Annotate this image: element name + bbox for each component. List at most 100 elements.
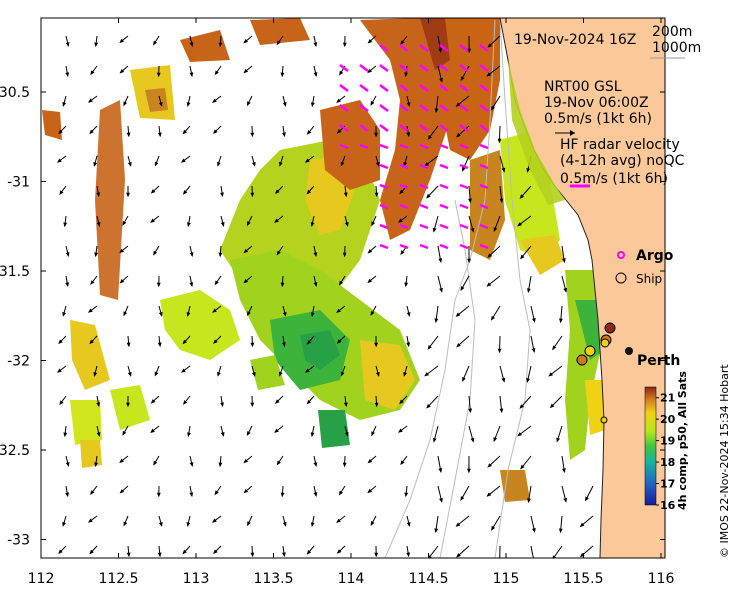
model-arrowhead bbox=[123, 521, 128, 527]
model-arrowhead bbox=[119, 489, 125, 494]
model-arrowhead bbox=[460, 496, 465, 501]
model-arrowhead bbox=[462, 376, 466, 382]
model-arrowhead bbox=[403, 161, 408, 167]
model-arrowhead bbox=[62, 521, 66, 527]
model-arrowhead bbox=[310, 432, 315, 438]
model-arrowhead bbox=[338, 490, 343, 496]
colorbar-ticks: 21 20 19 18 17 16 bbox=[656, 392, 676, 512]
radar-arrow bbox=[419, 124, 429, 132]
model-arrowhead bbox=[439, 497, 443, 503]
radar-arrow bbox=[439, 223, 449, 230]
model-arrowhead bbox=[158, 312, 163, 317]
model-arrowhead bbox=[456, 343, 461, 348]
model-arrowhead bbox=[374, 402, 379, 408]
model-arrowhead bbox=[282, 312, 287, 317]
model-arrowhead bbox=[432, 227, 437, 233]
model-arrowhead bbox=[370, 100, 375, 106]
model-arrowhead bbox=[119, 458, 124, 464]
model-arrowhead bbox=[123, 101, 128, 107]
colorbar-tick-label: 18 bbox=[660, 456, 675, 469]
model-arrowhead bbox=[579, 552, 585, 558]
model-arrowhead bbox=[306, 189, 311, 195]
model-arrowhead bbox=[313, 72, 318, 78]
model-arrowhead bbox=[214, 70, 219, 76]
model-arrowhead bbox=[462, 166, 466, 172]
radar-arrow bbox=[459, 163, 469, 170]
radar-arrow bbox=[359, 64, 369, 72]
model-arrowhead bbox=[93, 161, 98, 167]
model-arrowhead bbox=[531, 317, 536, 323]
model-arrow bbox=[530, 545, 534, 558]
model-arrowhead bbox=[150, 399, 156, 404]
radar-arrow bbox=[439, 163, 449, 170]
x-tick-label: 112 bbox=[28, 571, 55, 587]
model-arrowhead bbox=[434, 318, 439, 324]
model-arrowhead bbox=[406, 552, 411, 558]
model-arrowhead bbox=[243, 488, 249, 494]
model-arrowhead bbox=[562, 468, 566, 474]
model-arrowhead bbox=[251, 161, 256, 167]
model-arrowhead bbox=[499, 559, 501, 562]
argo-marker-icon bbox=[617, 251, 625, 259]
model-arrowhead bbox=[280, 282, 285, 288]
model-arrowhead bbox=[552, 345, 557, 351]
isobath-200m-label: 200m bbox=[652, 24, 692, 40]
model-arrowhead bbox=[218, 462, 223, 468]
model-arrowhead bbox=[367, 458, 373, 464]
radar-arrow bbox=[339, 143, 349, 150]
model-arrowhead bbox=[156, 492, 161, 498]
colorbar-tick-label: 20 bbox=[660, 413, 676, 426]
model-arrowhead bbox=[404, 72, 409, 78]
model-arrowhead bbox=[427, 344, 432, 350]
model-arrowhead bbox=[96, 192, 101, 198]
radar-arrow bbox=[439, 183, 449, 190]
radar-arrow bbox=[419, 64, 429, 72]
model-arrowhead bbox=[65, 42, 70, 47]
model-arrowhead bbox=[432, 437, 437, 443]
model-arrowhead bbox=[467, 258, 471, 264]
model-arrowhead bbox=[56, 158, 62, 163]
model-arrowhead bbox=[310, 222, 315, 228]
model-arrowhead bbox=[434, 108, 439, 114]
model-arrowhead bbox=[59, 400, 64, 406]
model-arrowhead bbox=[343, 192, 348, 198]
radar-arrow bbox=[439, 64, 449, 72]
radar-arrow bbox=[479, 183, 489, 190]
model-arrowhead bbox=[399, 189, 404, 195]
model-arrowhead bbox=[336, 129, 342, 134]
model-arrowhead bbox=[406, 102, 411, 107]
model-arrowhead bbox=[438, 468, 443, 473]
radar-arrow bbox=[419, 163, 429, 170]
model-arrowhead bbox=[486, 492, 492, 497]
radar-arrow bbox=[379, 44, 389, 52]
radar-arrow bbox=[439, 143, 449, 150]
model-arrowhead bbox=[426, 193, 431, 199]
model-arrowhead bbox=[460, 286, 465, 292]
radar-label-line-2: (4-12h avg) noQC bbox=[560, 153, 685, 169]
model-arrowhead bbox=[340, 371, 345, 377]
model-arrowhead bbox=[520, 464, 525, 470]
model-arrowhead bbox=[549, 403, 555, 409]
model-arrowhead bbox=[62, 101, 67, 107]
model-arrowhead bbox=[220, 192, 224, 198]
y-tick-label: -31.5 bbox=[0, 264, 30, 280]
model-arrowhead bbox=[468, 198, 472, 204]
model-arrowhead bbox=[532, 527, 536, 533]
model-arrowhead bbox=[491, 525, 496, 531]
model-arrowhead bbox=[304, 368, 310, 373]
model-arrowhead bbox=[455, 102, 461, 107]
radar-arrow bbox=[399, 183, 409, 190]
radar-arrow bbox=[399, 203, 409, 210]
model-arrowhead bbox=[343, 402, 348, 408]
date-label: 19-Nov-2024 16Z bbox=[514, 32, 636, 48]
model-arrowhead bbox=[313, 42, 318, 48]
colorbar-tick-label: 19 bbox=[660, 435, 675, 448]
model-arrowhead bbox=[497, 348, 502, 354]
radar-arrow bbox=[399, 104, 409, 112]
model-arrowhead bbox=[336, 339, 342, 344]
model-arrowhead bbox=[282, 342, 286, 348]
model-arrowhead bbox=[367, 278, 372, 284]
model-arrowhead bbox=[87, 308, 93, 313]
model-arrowhead bbox=[585, 496, 589, 502]
model-arrowhead bbox=[212, 518, 217, 523]
